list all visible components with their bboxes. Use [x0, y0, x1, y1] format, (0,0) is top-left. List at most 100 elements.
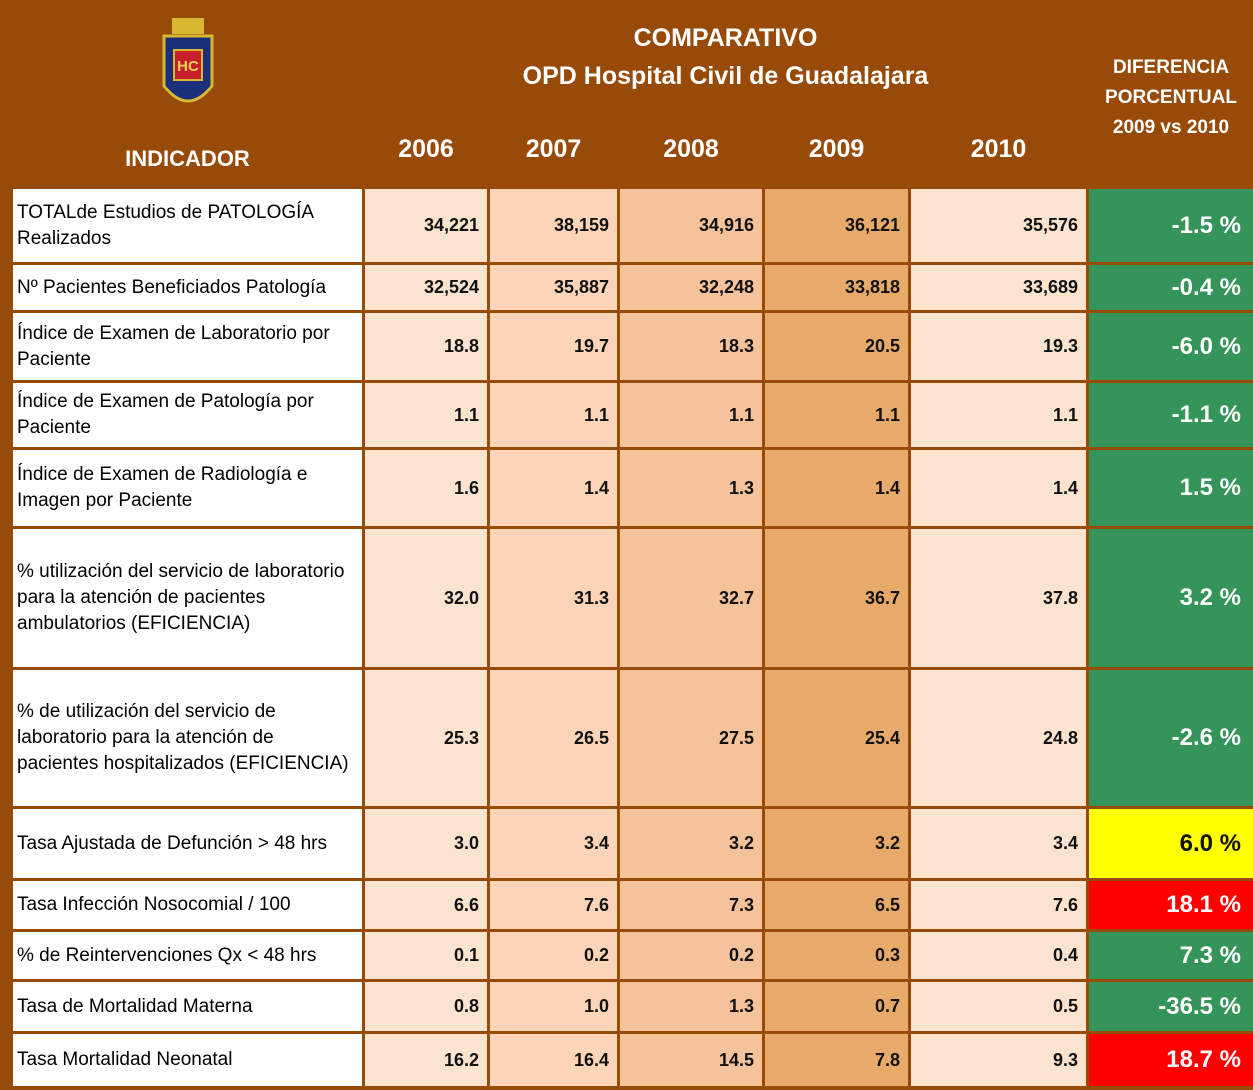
- value-cell: 18.8: [362, 310, 490, 383]
- row: % utilización del servicio de laboratori…: [10, 526, 1253, 670]
- value-cell: 36.7: [762, 526, 911, 670]
- value-cell: 25.4: [762, 667, 911, 809]
- value-cell: 26.5: [487, 667, 620, 809]
- indicator-cell: Índice de Examen de Radiología e Imagen …: [10, 447, 365, 529]
- difference-cell: -1.5 %: [1086, 186, 1253, 265]
- value-cell: 3.2: [617, 806, 765, 881]
- value-cell: 6.6: [362, 878, 490, 932]
- value-cell: 37.8: [907, 526, 1090, 670]
- difference-header: DIFERENCIA PORCENTUAL 2009 vs 2010: [1086, 0, 1253, 189]
- indicator-cell: Índice de Examen de Laboratorio por Paci…: [10, 310, 365, 383]
- value-cell: 1.1: [362, 380, 490, 450]
- indicator-cell: Tasa Infección Nosocomial / 100: [10, 878, 365, 932]
- row: Índice de Examen de Radiología e Imagen …: [10, 447, 1253, 529]
- year-header: 2008: [617, 110, 765, 189]
- value-cell: 1.3: [617, 447, 765, 529]
- difference-line: PORCENTUAL: [1105, 87, 1237, 108]
- value-cell: 6.5: [762, 878, 911, 932]
- value-cell: 0.5: [907, 979, 1090, 1034]
- value-cell: 16.4: [487, 1031, 620, 1089]
- value-cell: 0.8: [362, 979, 490, 1034]
- difference-cell: 7.3 %: [1086, 929, 1253, 982]
- value-cell: 0.1: [362, 929, 490, 982]
- row: Tasa Ajustada de Defunción > 48 hrs 3.0 3.…: [10, 806, 1253, 881]
- value-cell: 34,221: [362, 186, 490, 265]
- difference-cell: 18.1 %: [1086, 878, 1253, 932]
- difference-cell: -2.6 %: [1086, 667, 1253, 809]
- title: COMPARATIVO OPD Hospital Civil de Guadala…: [361, 0, 1090, 113]
- row: Tasa Mortalidad Neonatal 16.2 16.4 14.5 7.8 9…: [10, 1031, 1253, 1089]
- value-cell: 20.5: [762, 310, 911, 383]
- row: Tasa de Mortalidad Materna 0.8 1.0 1.3 0.7 0.…: [10, 979, 1253, 1034]
- row: % de utilización del servicio de laborat…: [10, 667, 1253, 809]
- difference-cell: -36.5 %: [1086, 979, 1253, 1034]
- value-cell: 1.6: [362, 447, 490, 529]
- indicator-table: HC INDICADOR COMPARATIVO OPD Hospital Civ…: [10, 0, 1253, 1089]
- value-cell: 25.3: [362, 667, 490, 809]
- indicator-cell: TOTALde Estudios de PATOLOGÍA Realizados: [10, 186, 365, 265]
- difference-cell: 3.2 %: [1086, 526, 1253, 670]
- difference-line: DIFERENCIA: [1112, 57, 1230, 78]
- value-cell: 0.2: [487, 929, 620, 982]
- difference-cell: 1.5 %: [1086, 447, 1253, 529]
- indicator-cell: % de utilización del servicio de laborat…: [10, 667, 365, 809]
- logo: HC: [162, 18, 213, 103]
- year-header: 2007: [487, 110, 620, 189]
- value-cell: 0.3: [762, 929, 911, 982]
- row: Tasa Infección Nosocomial / 100 6.6 7.6 7.3…: [10, 878, 1253, 932]
- row: Índice de Examen de Patología por Pacien…: [10, 380, 1253, 450]
- value-cell: 32.0: [362, 526, 490, 670]
- indicator-label: INDICADOR: [125, 146, 250, 171]
- row: Nº Pacientes Beneficiados Patología 32,52…: [10, 262, 1253, 313]
- value-cell: 14.5: [617, 1031, 765, 1089]
- value-cell: 1.0: [487, 979, 620, 1034]
- value-cell: 7.8: [762, 1031, 911, 1089]
- difference-cell: 18.7 %: [1086, 1031, 1253, 1089]
- indicator-cell: Nº Pacientes Beneficiados Patología: [10, 262, 365, 313]
- value-cell: 7.6: [487, 878, 620, 932]
- value-cell: 1.1: [487, 380, 620, 450]
- value-cell: 32,248: [617, 262, 765, 313]
- value-cell: 3.2: [762, 806, 911, 881]
- value-cell: 1.1: [762, 380, 911, 450]
- indicator-cell: Tasa de Mortalidad Materna: [10, 979, 365, 1034]
- logo-text: HC: [177, 58, 199, 75]
- year-header: 2010: [907, 110, 1090, 189]
- value-cell: 33,689: [907, 262, 1090, 313]
- difference-cell: -6.0 %: [1086, 310, 1253, 383]
- value-cell: 0.7: [762, 979, 911, 1034]
- value-cell: 16.2: [362, 1031, 490, 1089]
- value-cell: 18.3: [617, 310, 765, 383]
- value-cell: 1.3: [617, 979, 765, 1034]
- indicator-cell: Tasa Mortalidad Neonatal: [10, 1031, 365, 1089]
- indicator-cell: % utilización del servicio de laboratori…: [10, 526, 365, 670]
- value-cell: 1.1: [617, 380, 765, 450]
- value-cell: 7.3: [617, 878, 765, 932]
- value-cell: 32.7: [617, 526, 765, 670]
- value-cell: 9.3: [907, 1031, 1090, 1089]
- value-cell: 35,576: [907, 186, 1090, 265]
- row: Índice de Examen de Laboratorio por Paci…: [10, 310, 1253, 383]
- value-cell: 33,818: [762, 262, 911, 313]
- difference-cell: 6.0 %: [1086, 806, 1253, 881]
- difference-cell: -0.4 %: [1086, 262, 1253, 313]
- row: TOTALde Estudios de PATOLOGÍA Realizados…: [10, 186, 1253, 265]
- value-cell: 36,121: [762, 186, 911, 265]
- value-cell: 3.4: [907, 806, 1090, 881]
- value-cell: 1.4: [907, 447, 1090, 529]
- value-cell: 1.4: [487, 447, 620, 529]
- indicator-header: HC INDICADOR: [10, 0, 365, 189]
- value-cell: 1.1: [907, 380, 1090, 450]
- value-cell: 27.5: [617, 667, 765, 809]
- value-cell: 1.4: [762, 447, 911, 529]
- value-cell: 3.4: [487, 806, 620, 881]
- title-line: COMPARATIVO: [633, 23, 818, 52]
- indicator-cell: Tasa Ajustada de Defunción > 48 hrs: [10, 806, 365, 881]
- value-cell: 38,159: [487, 186, 620, 265]
- value-cell: 24.8: [907, 667, 1090, 809]
- indicator-cell: Índice de Examen de Patología por Pacien…: [10, 380, 365, 450]
- value-cell: 19.7: [487, 310, 620, 383]
- value-cell: 0.4: [907, 929, 1090, 982]
- subtitle-line: OPD Hospital Civil de Guadalajara: [522, 61, 929, 90]
